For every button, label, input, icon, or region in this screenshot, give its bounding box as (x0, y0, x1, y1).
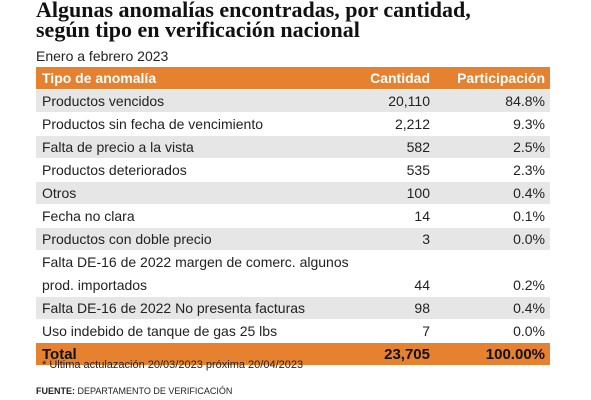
cell-cantidad: 7 (422, 323, 430, 339)
cell-tipo: Falta DE-16 de 2022 margen de comerc. al… (42, 254, 349, 270)
cell-cantidad: 2,212 (394, 116, 430, 132)
table-row: Productos sin fecha de vencimiento 2,212… (36, 113, 550, 136)
cell-tipo: Productos deteriorados (42, 162, 187, 178)
cell-cantidad: 14 (414, 208, 430, 224)
cell-cantidad: 535 (406, 162, 430, 178)
cell-tipo: Otros (42, 185, 77, 201)
source-label: FUENTE: (36, 386, 75, 396)
header-cantidad: Cantidad (370, 70, 430, 86)
cell-participacion: 2.5% (513, 139, 545, 155)
cell-cantidad: 44 (414, 277, 430, 293)
cell-participacion: 0.0% (513, 231, 545, 247)
table-row: Productos vencidos 20,110 84.8% (36, 90, 550, 113)
subtitle: Enero a febrero 2023 (36, 48, 169, 64)
table-row: Falta de precio a la vista 582 2.5% (36, 136, 550, 159)
cell-participacion: 84.8% (505, 93, 545, 109)
table-row: Uso indebido de tanque de gas 25 lbs 7 0… (36, 320, 550, 343)
source-text: DEPARTAMENTO DE VERIFICACIÓN (75, 386, 233, 396)
cell-tipo: prod. importados (42, 277, 148, 293)
cell-tipo: Falta de precio a la vista (42, 139, 194, 155)
cell-cantidad: 582 (406, 139, 430, 155)
total-cantidad: 23,705 (384, 345, 430, 363)
cell-participacion: 0.4% (513, 300, 545, 316)
table-total-row: Total 23,705 100.00% (36, 343, 550, 366)
cell-tipo: Fecha no clara (42, 208, 135, 224)
cell-participacion: 9.3% (513, 116, 545, 132)
cell-participacion: 0.4% (513, 185, 545, 201)
table-row: Productos con doble precio 3 0.0% (36, 228, 550, 251)
cell-participacion: 2.3% (513, 162, 545, 178)
total-participacion: 100.00% (485, 345, 545, 363)
cell-tipo: Uso indebido de tanque de gas 25 lbs (42, 323, 278, 339)
cell-tipo: Productos sin fecha de vencimiento (42, 116, 264, 132)
source-line: FUENTE: DEPARTAMENTO DE VERIFICACIÓN (36, 386, 232, 396)
update-note: * Última actulazación 20/03/2023 próxima… (42, 359, 304, 371)
header-participacion: Participación (457, 70, 545, 86)
cell-cantidad: 3 (422, 231, 430, 247)
cell-cantidad: 100 (406, 185, 430, 201)
title-line-1: Algunas anomalías encontradas, por canti… (36, 0, 471, 22)
table-row: Otros 100 0.4% (36, 182, 550, 205)
table-row: Falta DE-16 de 2022 No presenta facturas… (36, 297, 550, 320)
cell-participacion: 0.1% (513, 208, 545, 224)
table-header: Tipo de anomalía Cantidad Participación (36, 67, 550, 90)
cell-tipo: Productos con doble precio (42, 231, 212, 247)
table-row: Fecha no clara 14 0.1% (36, 205, 550, 228)
anomalies-table: Tipo de anomalía Cantidad Participación … (36, 67, 550, 366)
total-label: Total (42, 345, 77, 363)
page-title: Algunas anomalías encontradas, por canti… (36, 0, 576, 42)
table-row: Falta DE-16 de 2022 margen de comerc. al… (36, 251, 550, 274)
cell-cantidad: 20,110 (388, 93, 430, 109)
cell-tipo: Productos vencidos (42, 93, 165, 109)
header-tipo: Tipo de anomalía (42, 70, 157, 86)
cell-participacion: 0.0% (513, 323, 545, 339)
cell-cantidad: 98 (414, 300, 430, 316)
cell-participacion: 0.2% (513, 277, 545, 293)
cell-tipo: Falta DE-16 de 2022 No presenta facturas (42, 300, 306, 316)
table-row: Productos deteriorados 535 2.3% (36, 159, 550, 182)
title-line-2: según tipo en verificación nacional (36, 17, 360, 42)
table-row: prod. importados 44 0.2% (36, 274, 550, 297)
